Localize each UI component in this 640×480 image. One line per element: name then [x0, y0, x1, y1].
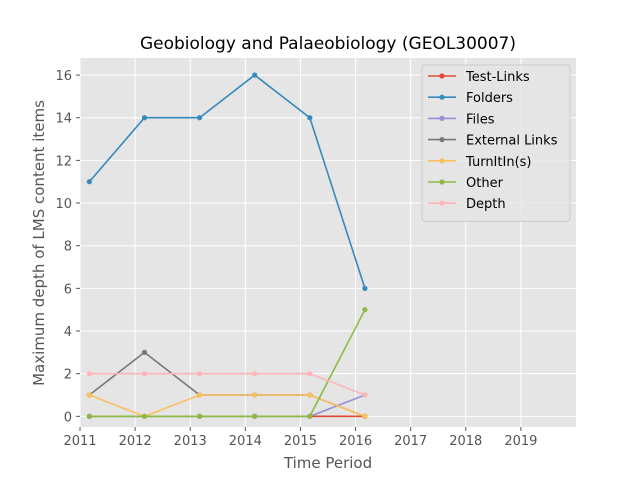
data-point	[252, 72, 258, 78]
legend-swatch-marker	[439, 179, 445, 185]
legend-swatch-marker	[439, 115, 445, 121]
data-point	[141, 413, 148, 419]
legend-label: TurnItIn(s)	[465, 155, 531, 170]
chart-title: Geobiology and Palaeobiology (GEOL30007)	[140, 34, 516, 54]
x-tick-label: 2019	[504, 434, 537, 449]
data-point	[307, 371, 313, 377]
data-point	[141, 115, 148, 121]
x-tick-label: 2013	[174, 434, 207, 449]
data-point	[252, 392, 258, 398]
legend-swatch-marker	[439, 73, 445, 79]
data-point	[141, 349, 148, 355]
legend: Test-Links Folders Files External Links Turn…	[421, 64, 571, 222]
data-point	[362, 307, 368, 313]
legend-label: Files	[466, 112, 495, 127]
data-point	[86, 371, 92, 377]
legend-label: Folders	[466, 91, 513, 106]
y-tick-label: 4	[64, 325, 72, 340]
y-tick-label: 10	[55, 197, 72, 212]
legend-label: Depth	[466, 197, 506, 212]
x-tick-label: 2018	[449, 434, 482, 449]
x-axis-label: Time Period	[283, 454, 372, 472]
x-tick-label: 2017	[394, 434, 427, 449]
data-point	[196, 115, 203, 121]
series-line-5	[89, 309, 366, 418]
data-point	[196, 371, 203, 377]
legend-box	[421, 64, 571, 222]
data-point	[141, 371, 148, 377]
y-tick-label: 8	[64, 240, 72, 255]
data-point	[252, 371, 258, 377]
data-point	[307, 413, 313, 419]
data-point	[362, 413, 368, 419]
data-point	[252, 413, 258, 419]
data-point	[307, 392, 313, 398]
data-point	[362, 285, 368, 291]
legend-label: Other	[466, 176, 504, 191]
y-tick-label: 0	[64, 410, 72, 425]
x-tick-label: 2016	[339, 434, 372, 449]
y-axis-label: Maximum depth of LMS content items	[30, 100, 48, 386]
data-point	[196, 413, 203, 419]
y-tick-label: 12	[55, 154, 72, 169]
x-tick-label: 2012	[119, 434, 152, 449]
data-point	[362, 392, 368, 398]
data-point	[86, 413, 92, 419]
legend-label: Test-Links	[465, 70, 530, 85]
legend-swatch-marker	[439, 200, 445, 206]
y-tick-label: 14	[55, 112, 72, 127]
legend-swatch-marker	[439, 94, 445, 100]
legend-swatch-marker	[439, 158, 445, 164]
series-line-6	[89, 372, 366, 396]
data-point	[86, 392, 92, 398]
series-line-1	[88, 74, 366, 289]
data-point	[86, 179, 92, 185]
y-tick-label: 2	[64, 368, 72, 383]
data-point	[196, 392, 203, 398]
legend-label: External Links	[466, 134, 558, 149]
x-tick-label: 2014	[229, 434, 262, 449]
data-point	[307, 115, 313, 121]
x-tick-label: 2011	[63, 434, 96, 449]
y-tick-label: 6	[64, 282, 72, 297]
legend-swatch-marker	[439, 137, 445, 143]
y-tick-label: 16	[55, 69, 72, 84]
x-tick-label: 2015	[284, 434, 317, 449]
